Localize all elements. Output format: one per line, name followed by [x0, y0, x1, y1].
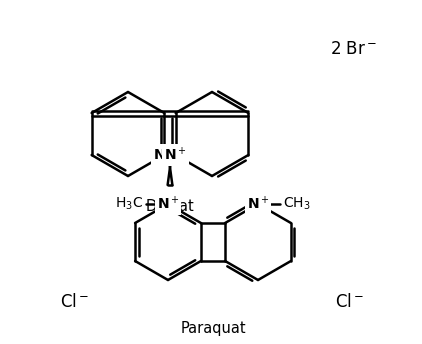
Text: $\mathregular{N}^+$: $\mathregular{N}^+$ — [153, 146, 176, 164]
Text: $\mathregular{N}^+$: $\mathregular{N}^+$ — [247, 195, 269, 213]
Text: $\mathregular{N}^+$: $\mathregular{N}^+$ — [157, 195, 179, 213]
Text: H$_3$C: H$_3$C — [115, 196, 143, 212]
Text: Cl$^-$: Cl$^-$ — [335, 293, 365, 311]
Text: Cl$^-$: Cl$^-$ — [60, 293, 89, 311]
Text: Diquat: Diquat — [146, 198, 195, 214]
Text: 2 Br$^-$: 2 Br$^-$ — [330, 40, 377, 58]
Text: $\mathregular{N}^+$: $\mathregular{N}^+$ — [164, 146, 187, 164]
Text: CH$_3$: CH$_3$ — [283, 196, 311, 212]
Text: Paraquat: Paraquat — [180, 321, 246, 335]
